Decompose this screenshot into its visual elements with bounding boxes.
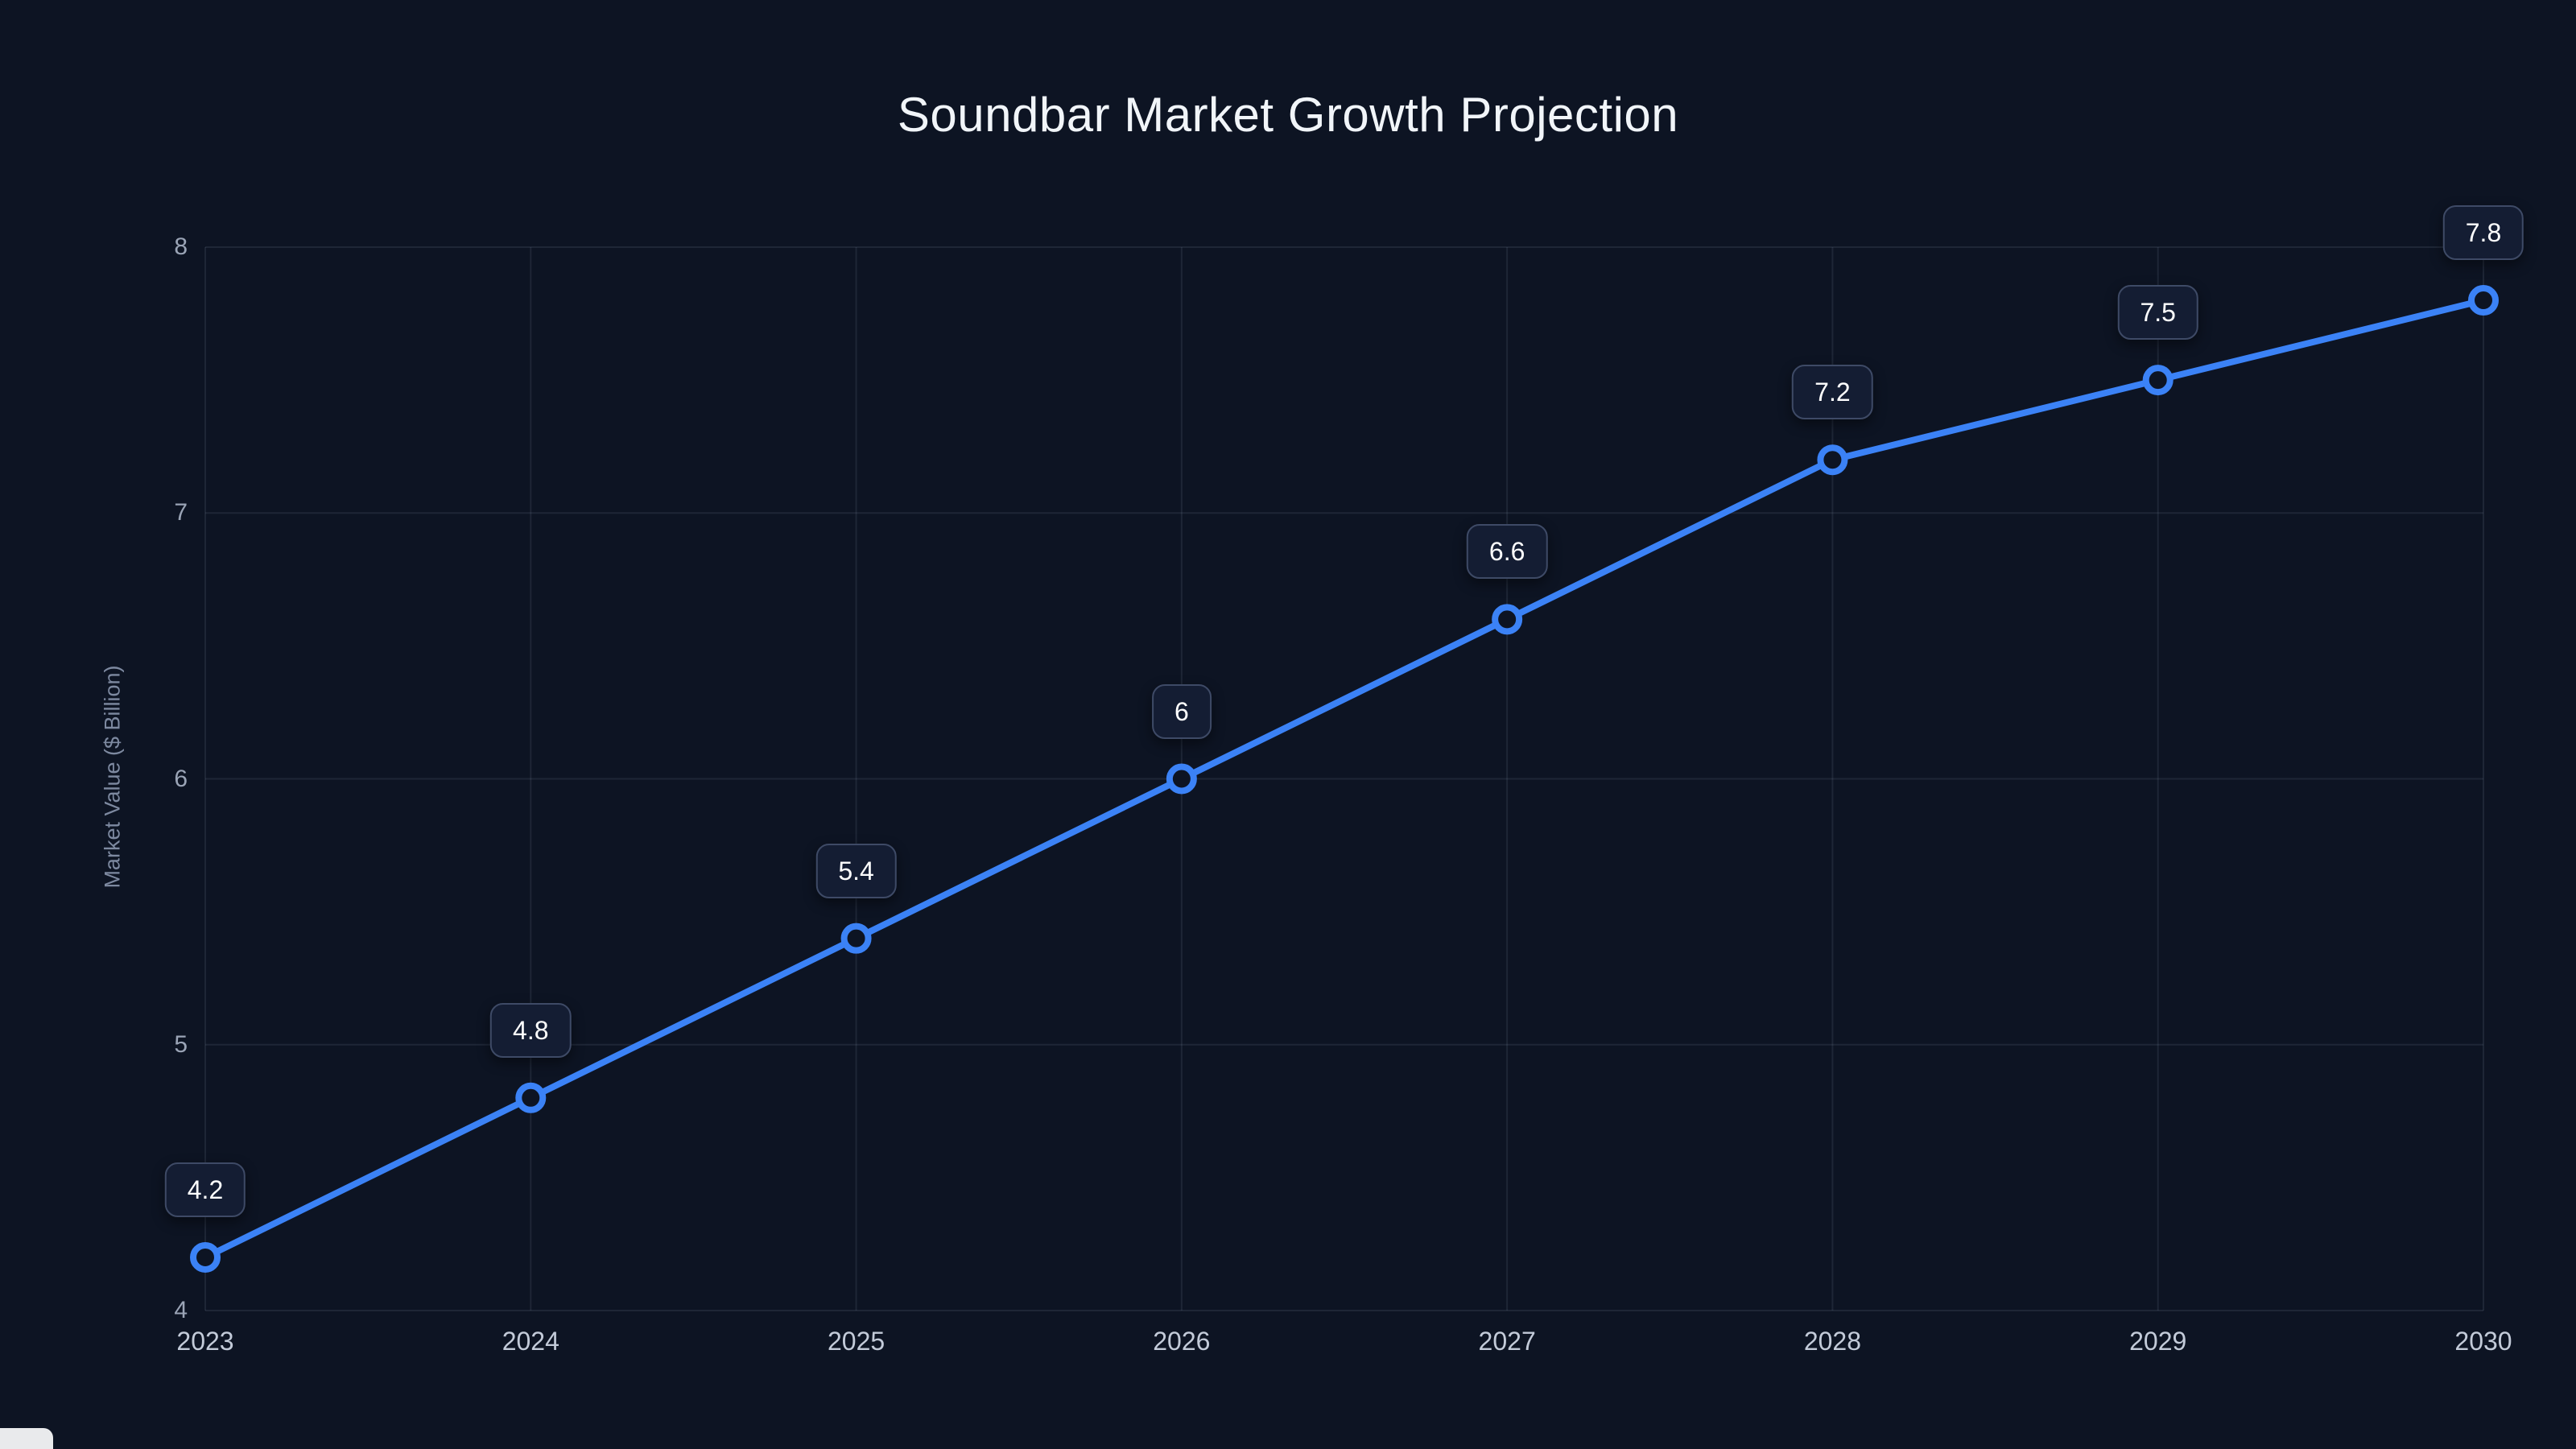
bottom-left-artifact bbox=[0, 1428, 53, 1449]
y-tick-label: 8 bbox=[174, 233, 188, 260]
data-point-2023[interactable] bbox=[190, 1241, 221, 1273]
data-point-2026[interactable] bbox=[1166, 763, 1197, 795]
x-tick-label: 2025 bbox=[827, 1327, 886, 1356]
x-tick-label: 2024 bbox=[502, 1327, 559, 1356]
data-point-2025[interactable] bbox=[840, 923, 872, 954]
data-point-2028[interactable] bbox=[1817, 444, 1848, 476]
point-value-label: 7.5 bbox=[2117, 285, 2198, 341]
point-value-label: 7.8 bbox=[2442, 205, 2524, 261]
point-value-label: 5.4 bbox=[815, 843, 897, 898]
point-value-label: 4.2 bbox=[164, 1162, 246, 1217]
point-value-label: 4.8 bbox=[490, 1002, 572, 1058]
x-tick-label: 2023 bbox=[176, 1327, 234, 1356]
x-tick-label: 2027 bbox=[1478, 1327, 1536, 1356]
y-tick-label: 6 bbox=[174, 765, 188, 792]
data-point-2024[interactable] bbox=[515, 1082, 547, 1113]
x-tick-label: 2030 bbox=[2454, 1327, 2512, 1356]
y-tick-label: 7 bbox=[174, 499, 188, 526]
x-tick-label: 2029 bbox=[2129, 1327, 2187, 1356]
point-value-label: 7.2 bbox=[1792, 365, 1873, 420]
x-tick-label: 2026 bbox=[1153, 1327, 1211, 1356]
chart-title: Soundbar Market Growth Projection bbox=[897, 88, 1679, 142]
point-value-label: 6.6 bbox=[1466, 524, 1548, 580]
point-value-label: 6 bbox=[1151, 683, 1212, 739]
y-tick-label: 5 bbox=[174, 1030, 188, 1058]
data-point-2027[interactable] bbox=[1492, 604, 1523, 635]
data-point-2030[interactable] bbox=[2468, 285, 2499, 316]
y-tick-label: 4 bbox=[174, 1297, 188, 1323]
x-tick-label: 2028 bbox=[1803, 1327, 1862, 1356]
line-series bbox=[202, 297, 2487, 1261]
data-point-2029[interactable] bbox=[2142, 365, 2174, 396]
